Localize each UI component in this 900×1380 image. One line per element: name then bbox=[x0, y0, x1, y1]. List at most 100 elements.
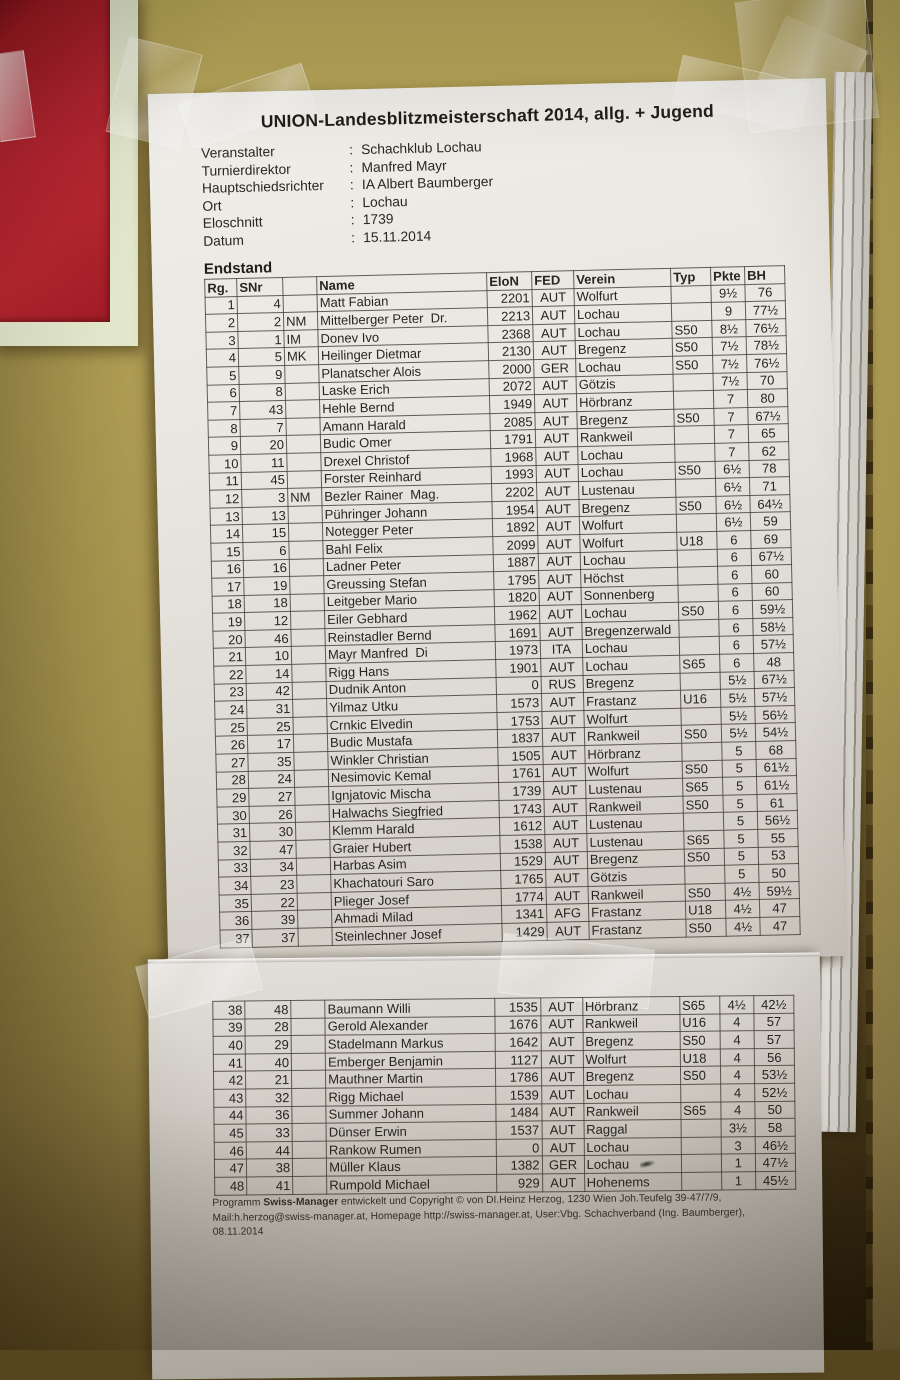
cell-snr: 38 bbox=[246, 1158, 293, 1177]
cell-title bbox=[297, 927, 333, 946]
cell-pkte: 4 bbox=[719, 1030, 755, 1049]
cell-verein: Lochau bbox=[583, 1154, 682, 1174]
cell-rg: 17 bbox=[211, 577, 245, 596]
cell-elon: 2085 bbox=[489, 412, 536, 431]
cell-typ: S50 bbox=[681, 724, 722, 744]
column-header-elon: EloN bbox=[486, 271, 532, 291]
cell-rg: 39 bbox=[212, 1018, 246, 1037]
cell-title bbox=[290, 1000, 326, 1019]
cell-rg: 5 bbox=[206, 366, 240, 385]
cell-elon: 1973 bbox=[495, 640, 541, 660]
cell-pkte: 5 bbox=[724, 864, 759, 884]
cell-pkte: 6 bbox=[717, 583, 753, 602]
cell-snr: 22 bbox=[251, 893, 298, 912]
cell-elon: 2000 bbox=[488, 359, 535, 379]
cell-elon: 2201 bbox=[486, 289, 533, 308]
cell-bh: 53½ bbox=[754, 1065, 795, 1084]
cell-typ: S50 bbox=[682, 795, 724, 814]
cell-fed: AUT bbox=[541, 1085, 584, 1104]
cell-bh: 80 bbox=[747, 388, 788, 408]
cell-typ bbox=[671, 302, 712, 322]
cell-rg: 10 bbox=[208, 454, 242, 473]
cell-rg: 33 bbox=[218, 858, 251, 878]
results-sheet-page2: 38 48 Baumann Willi 1535 AUT Hörbranz S65 4½ 42½… bbox=[135, 932, 825, 1380]
cell-verein: Wolfurt bbox=[585, 760, 683, 781]
cell-fed: AUT bbox=[539, 587, 582, 606]
cell-bh: 45½ bbox=[755, 1171, 796, 1190]
cell-typ: S50 bbox=[672, 355, 713, 374]
cell-fed: AUT bbox=[542, 1173, 585, 1192]
cell-elon: 1774 bbox=[501, 887, 547, 906]
cell-elon: 1901 bbox=[495, 658, 542, 678]
cell-verein: Sonnenberg bbox=[580, 584, 679, 605]
cell-typ: S65 bbox=[682, 777, 723, 797]
cell-typ bbox=[677, 548, 718, 568]
cell-snr: 27 bbox=[248, 787, 296, 807]
cell-verein: Lochau bbox=[577, 444, 676, 465]
cell-elon: 1743 bbox=[498, 799, 545, 818]
cell-rg: 21 bbox=[213, 647, 246, 667]
cell-fed: GER bbox=[541, 1155, 585, 1174]
cell-bh: 76½ bbox=[746, 353, 787, 373]
cell-fed: AUT bbox=[543, 798, 587, 817]
cell-bh: 76½ bbox=[745, 318, 787, 337]
cell-elon: 1529 bbox=[500, 852, 546, 871]
meta-value: Lochau bbox=[362, 193, 408, 210]
cell-pkte: 6½ bbox=[716, 512, 751, 532]
cell-bh: 47½ bbox=[755, 1153, 796, 1172]
cell-rg: 1 bbox=[205, 296, 238, 315]
cell-verein: Lochau bbox=[581, 602, 679, 623]
cell-typ bbox=[680, 707, 722, 726]
cell-snr: 47 bbox=[249, 840, 297, 859]
cell-bh: 57 bbox=[753, 1012, 795, 1031]
cell-pkte: 7½ bbox=[712, 354, 747, 373]
cell-title bbox=[285, 417, 321, 436]
cell-fed: AUT bbox=[541, 1138, 584, 1157]
cell-verein: Rankweil bbox=[582, 1014, 680, 1033]
cell-rg: 37 bbox=[219, 929, 253, 948]
column-header-title bbox=[282, 276, 318, 296]
cell-name: Stadelmann Markus bbox=[325, 1033, 496, 1053]
cell-elon: 1642 bbox=[495, 1033, 541, 1052]
cell-verein: Hörbranz bbox=[576, 391, 674, 412]
cell-pkte: 5 bbox=[722, 759, 757, 778]
cell-elon: 1538 bbox=[499, 834, 546, 854]
cell-elon: 1892 bbox=[492, 517, 538, 537]
column-header-fed: FED bbox=[531, 270, 574, 290]
cell-elon: 1765 bbox=[500, 869, 547, 889]
cell-verein: Lustenau bbox=[586, 813, 684, 834]
cell-verein: Wolfurt bbox=[573, 285, 672, 306]
cell-snr: 34 bbox=[250, 857, 297, 877]
cell-verein: Hohenems bbox=[584, 1172, 682, 1192]
cell-snr: 19 bbox=[243, 576, 291, 596]
cell-title bbox=[296, 874, 332, 894]
cell-elon: 1993 bbox=[491, 465, 537, 484]
cell-snr: 11 bbox=[240, 453, 288, 473]
cell-title bbox=[286, 434, 321, 454]
cell-fed: AUT bbox=[541, 1120, 584, 1139]
cell-rg: 19 bbox=[212, 612, 245, 632]
cell-title bbox=[291, 663, 327, 683]
cell-fed: AUT bbox=[540, 657, 584, 677]
cell-verein: Frastanz bbox=[588, 919, 687, 940]
cell-elon: 1786 bbox=[495, 1068, 542, 1087]
cell-elon: 1837 bbox=[497, 728, 543, 748]
cell-bh: 52½ bbox=[754, 1083, 795, 1102]
cell-typ bbox=[681, 1171, 722, 1190]
cell-elon: 1429 bbox=[501, 922, 548, 942]
cell-pkte: 5 bbox=[722, 794, 758, 813]
cell-rg: 7 bbox=[207, 401, 240, 421]
cell-rg: 47 bbox=[214, 1159, 247, 1178]
cell-pkte: 5 bbox=[721, 741, 757, 760]
section-heading: Endstand bbox=[203, 259, 273, 278]
cell-elon: 1753 bbox=[496, 711, 543, 730]
cell-snr: 48 bbox=[244, 1000, 292, 1019]
meta-separator: : bbox=[350, 195, 355, 211]
cell-fed: AUT bbox=[541, 1103, 584, 1122]
cell-verein: Frastanz bbox=[583, 690, 681, 711]
cell-snr: 17 bbox=[247, 734, 294, 754]
cell-snr: 32 bbox=[245, 1088, 292, 1107]
cell-pkte: 5 bbox=[723, 829, 759, 848]
cell-snr: 14 bbox=[245, 664, 293, 684]
cell-verein: Lochau bbox=[575, 356, 673, 377]
